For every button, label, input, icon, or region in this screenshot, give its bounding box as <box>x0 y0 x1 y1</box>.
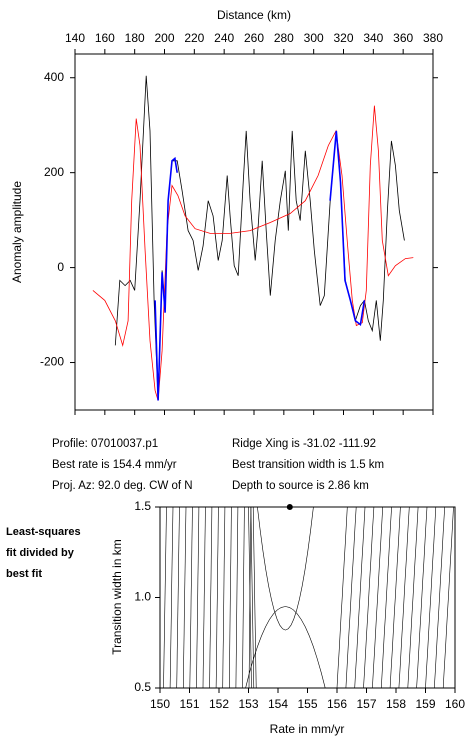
contour-line <box>407 506 419 689</box>
x-tick-label: 140 <box>65 31 85 45</box>
info: Ridge Xing is -31.02 -111.92 <box>232 438 376 450</box>
contour-line <box>250 506 255 689</box>
info: Depth to source is 2.86 km <box>232 480 369 492</box>
contour-line <box>434 506 445 689</box>
x-tick-label: 200 <box>154 31 174 45</box>
contour-line <box>235 506 239 689</box>
contour-line <box>176 506 180 689</box>
x-tick-label: 155 <box>297 697 317 711</box>
x-tick-label: 220 <box>184 31 204 45</box>
y-tick-label: 0.5 <box>134 680 151 694</box>
x-tick-label: 240 <box>214 31 234 45</box>
top-frame <box>74 53 434 411</box>
x-tick-label: 180 <box>125 31 145 45</box>
contour-line <box>416 506 428 689</box>
x-tick-label: 157 <box>356 697 376 711</box>
x-tick-label: 160 <box>445 697 465 711</box>
contour-line <box>222 506 226 689</box>
contour-line <box>354 506 366 689</box>
series-line <box>329 130 366 327</box>
contour-line <box>345 506 357 689</box>
best-fit-point <box>286 504 293 510</box>
x-tick-label: 156 <box>327 697 347 711</box>
x-tick-label: 260 <box>244 31 264 45</box>
x-tick-label: 152 <box>209 697 229 711</box>
x-tick-label: 160 <box>95 31 115 45</box>
x-tick-label: 159 <box>415 697 435 711</box>
y-axis-title: Anomaly amplitude <box>10 181 24 283</box>
x-axis-title: Distance (km) <box>217 8 291 22</box>
y-tick-label: 0 <box>57 260 64 274</box>
note: fit divided by <box>6 547 75 559</box>
series-line <box>114 75 405 401</box>
x-tick-label: 380 <box>423 31 443 45</box>
info: Proj. Az: 92.0 deg. CW of N <box>52 480 193 492</box>
x-tick-label: 158 <box>386 697 406 711</box>
contour-line <box>372 506 383 689</box>
series-line <box>154 156 178 401</box>
x-tick-label: 151 <box>179 697 199 711</box>
contour-line <box>398 506 410 689</box>
contour-line <box>209 506 213 689</box>
contour-line <box>245 606 326 689</box>
x-tick-label: 154 <box>268 697 288 711</box>
contour-line <box>163 506 167 689</box>
contour-line <box>336 506 348 689</box>
y-tick-label: 1.5 <box>134 499 151 513</box>
x-tick-label: 320 <box>333 31 353 45</box>
contour-line <box>229 506 232 689</box>
y-tick-label: -200 <box>40 355 64 369</box>
x-tick-label: 153 <box>238 697 258 711</box>
x-tick-label: 150 <box>150 697 170 711</box>
contour-line <box>252 506 257 689</box>
note: best fit <box>6 568 42 580</box>
y-axis-title: Transition width in km <box>110 539 124 655</box>
contour-line <box>389 506 401 689</box>
x-axis-title: Rate in mm/yr <box>270 722 345 736</box>
contour-line <box>169 506 174 689</box>
y-tick-label: 400 <box>44 70 64 84</box>
contour-line <box>363 506 375 689</box>
contour-line <box>248 506 252 689</box>
contour-line <box>196 506 200 689</box>
info: Best rate is 154.4 mm/yr <box>52 459 177 471</box>
contour-line <box>381 506 392 689</box>
contour-line <box>202 506 206 689</box>
contour-line <box>425 506 437 689</box>
series-line <box>92 105 414 401</box>
x-tick-label: 280 <box>274 31 294 45</box>
y-tick-label: 1.0 <box>134 590 151 604</box>
contour-line <box>257 506 314 631</box>
contour-line <box>183 506 187 689</box>
x-tick-label: 340 <box>363 31 383 45</box>
info: Profile: 07010037.p1 <box>52 438 158 450</box>
x-tick-label: 300 <box>304 31 324 45</box>
note: Least-squares <box>6 526 81 538</box>
contour-line <box>189 506 193 689</box>
info: Best transition width is 1.5 km <box>232 459 384 471</box>
contour-line <box>242 506 245 689</box>
contour-line <box>442 506 454 689</box>
contour-line <box>215 506 219 689</box>
y-tick-label: 200 <box>44 165 64 179</box>
x-tick-label: 360 <box>393 31 413 45</box>
